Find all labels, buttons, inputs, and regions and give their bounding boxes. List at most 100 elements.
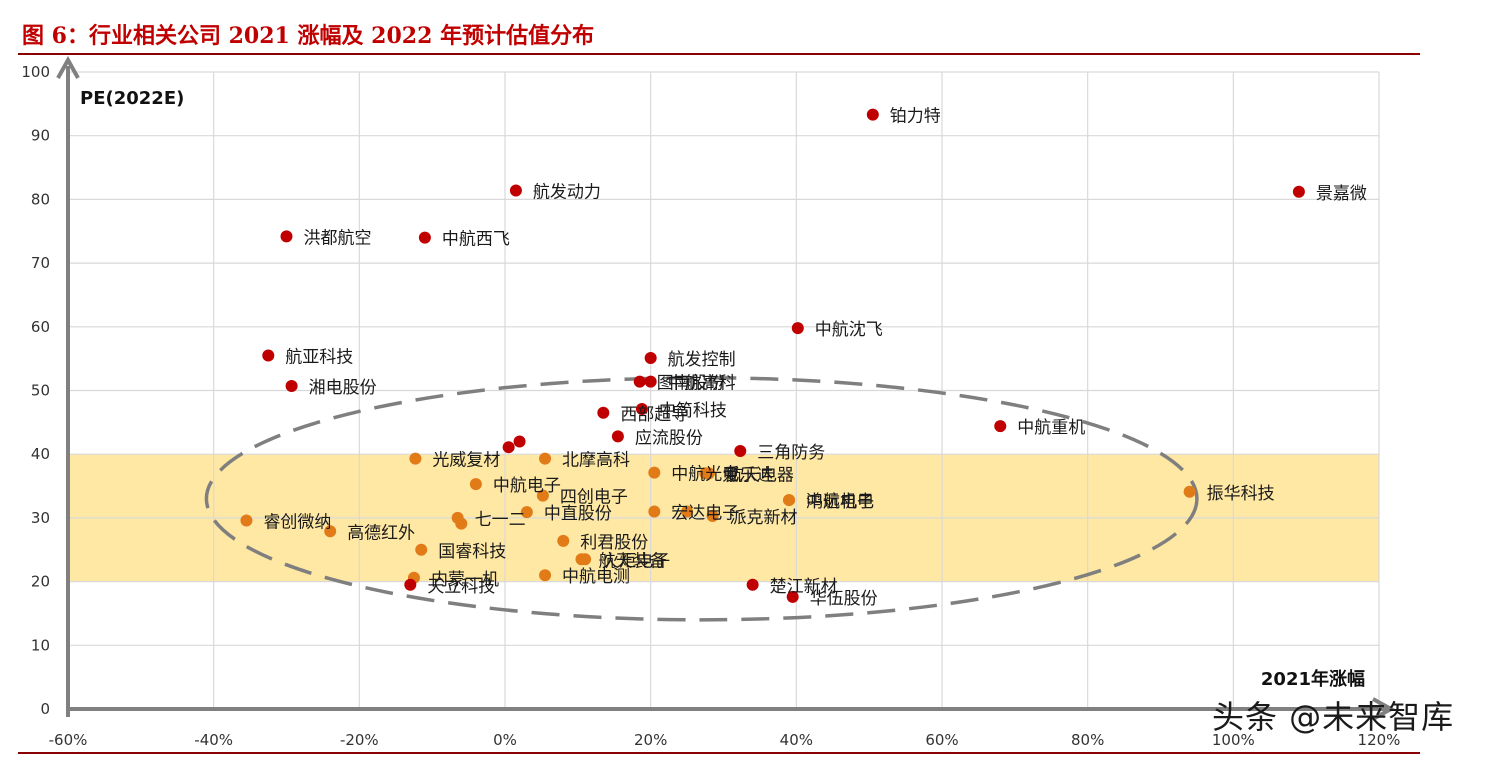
data-label: 华伍股份 bbox=[810, 589, 878, 609]
data-point bbox=[783, 494, 796, 507]
data-label: 中航电子 bbox=[493, 476, 561, 496]
data-label: 三角防务 bbox=[757, 443, 825, 463]
data-label: 鸿远电子 bbox=[806, 492, 874, 512]
data-point bbox=[706, 509, 719, 522]
data-point bbox=[455, 517, 468, 530]
x-tick-label: -60% bbox=[49, 731, 88, 749]
y-tick-label: 60 bbox=[31, 318, 50, 336]
bottom-rule bbox=[18, 752, 1420, 754]
data-point bbox=[866, 108, 879, 121]
data-point bbox=[786, 590, 799, 603]
data-label: 洪都航空 bbox=[304, 228, 372, 248]
data-point bbox=[994, 420, 1007, 433]
data-point bbox=[648, 466, 661, 479]
data-label: 景嘉微 bbox=[1316, 184, 1367, 204]
data-point bbox=[791, 322, 804, 335]
data-label: 振华科技 bbox=[1207, 484, 1275, 504]
data-point bbox=[746, 578, 759, 591]
x-tick-label: 40% bbox=[780, 731, 813, 749]
data-label: 利君股份 bbox=[580, 533, 648, 553]
x-tick-label: -40% bbox=[194, 731, 233, 749]
data-label: 航天装备 bbox=[598, 551, 666, 571]
data-point bbox=[699, 467, 712, 480]
data-point bbox=[597, 406, 610, 419]
data-label: 西部超导 bbox=[620, 405, 688, 425]
x-axis-arrow bbox=[1372, 697, 1396, 721]
y-tick-label: 30 bbox=[31, 509, 50, 527]
data-label: 中航电测 bbox=[562, 567, 630, 587]
y-tick-label: 90 bbox=[31, 127, 50, 145]
data-label: 航天电器 bbox=[726, 465, 794, 485]
data-point bbox=[262, 349, 275, 362]
data-point bbox=[644, 375, 657, 388]
x-tick-label: 0% bbox=[493, 731, 517, 749]
data-point bbox=[404, 578, 417, 591]
data-label: 睿创微纳 bbox=[263, 512, 331, 532]
data-point bbox=[536, 489, 549, 502]
data-point bbox=[1183, 485, 1196, 498]
data-point bbox=[557, 534, 570, 547]
data-label: 应流股份 bbox=[635, 428, 703, 448]
data-label: 派克新材 bbox=[730, 508, 798, 528]
data-point bbox=[415, 543, 428, 556]
y-axis-label: PE(2022E) bbox=[80, 88, 184, 109]
data-label: 宏达电子 bbox=[671, 504, 739, 524]
x-tick-label: 120% bbox=[1358, 731, 1401, 749]
highlight-ellipse bbox=[204, 376, 1199, 622]
watermark-text: 头条 @未来智库 bbox=[1212, 698, 1455, 736]
data-label: 国睿科技 bbox=[438, 542, 506, 562]
y-tick-label: 80 bbox=[31, 190, 50, 208]
data-label: 中简科技 bbox=[659, 401, 727, 421]
data-label: 中直股份 bbox=[544, 504, 612, 524]
data-point bbox=[648, 505, 661, 518]
data-point bbox=[285, 380, 298, 393]
data-label: 铂力特 bbox=[890, 107, 941, 127]
data-label: 中航沈飞 bbox=[815, 320, 883, 340]
data-point bbox=[418, 231, 431, 244]
x-tick-label: 80% bbox=[1071, 731, 1104, 749]
data-label: 四创电子 bbox=[560, 488, 628, 508]
x-axis-label: 2021年涨幅 bbox=[1261, 668, 1365, 690]
data-label: 中航机电 bbox=[806, 492, 874, 512]
data-label: 内蒙一机 bbox=[431, 570, 499, 590]
data-point bbox=[324, 525, 337, 538]
data-label: 中航光电 bbox=[671, 465, 739, 485]
data-point bbox=[240, 514, 253, 527]
data-label: 航发动力 bbox=[533, 182, 601, 202]
data-label: 爱乐达 bbox=[722, 465, 773, 485]
data-label: 火炬电子 bbox=[602, 551, 670, 571]
data-label: 高德红外 bbox=[347, 523, 415, 543]
x-tick-label: 20% bbox=[634, 731, 667, 749]
data-point bbox=[681, 505, 694, 518]
y-tick-label: 0 bbox=[40, 700, 50, 718]
data-label: 楚江新材 bbox=[770, 577, 838, 597]
data-label: 光威复材 bbox=[432, 451, 500, 471]
x-tick-label: -20% bbox=[340, 731, 379, 749]
data-point bbox=[520, 506, 533, 519]
data-point bbox=[280, 230, 293, 243]
y-tick-label: 70 bbox=[31, 254, 50, 272]
y-tick-label: 10 bbox=[31, 636, 50, 654]
x-tick-label: 60% bbox=[925, 731, 958, 749]
data-label: 图南股份 bbox=[657, 374, 725, 394]
data-label: 航发控制 bbox=[668, 350, 736, 370]
data-label: 中航重机 bbox=[1017, 418, 1085, 438]
y-tick-label: 20 bbox=[31, 573, 50, 591]
data-point bbox=[635, 402, 648, 415]
data-label: 中航西飞 bbox=[442, 230, 510, 250]
data-point bbox=[611, 430, 624, 443]
data-point bbox=[539, 569, 552, 582]
data-label: 北摩高科 bbox=[562, 451, 630, 471]
data-point bbox=[469, 478, 482, 491]
data-point bbox=[513, 435, 526, 448]
y-tick-label: 50 bbox=[31, 382, 50, 400]
y-tick-label: 100 bbox=[21, 63, 50, 81]
data-point bbox=[509, 184, 522, 197]
data-point bbox=[644, 352, 657, 365]
data-point bbox=[502, 441, 515, 454]
data-label: 天立科技 bbox=[427, 577, 495, 597]
data-point bbox=[734, 445, 747, 458]
data-point bbox=[633, 375, 646, 388]
x-tick-label: 100% bbox=[1212, 731, 1255, 749]
